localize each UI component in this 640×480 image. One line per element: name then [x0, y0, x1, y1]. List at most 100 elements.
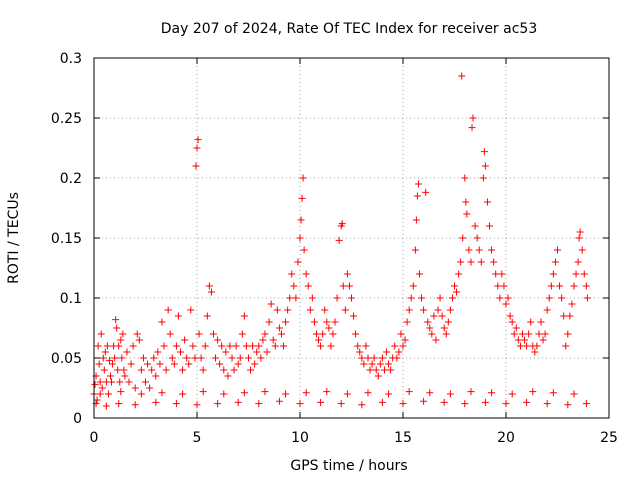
data-point — [205, 282, 213, 290]
data-point — [446, 306, 454, 314]
data-point — [535, 330, 543, 338]
data-point — [432, 336, 440, 344]
data-point — [286, 294, 294, 302]
data-point — [164, 306, 172, 314]
data-point — [209, 330, 217, 338]
data-point — [523, 342, 531, 350]
data-point — [203, 312, 211, 320]
data-point — [199, 366, 207, 374]
data-point — [300, 246, 308, 254]
data-point — [119, 330, 127, 338]
data-point — [508, 390, 516, 398]
data-point — [564, 401, 572, 409]
data-point — [302, 270, 310, 278]
data-point — [467, 388, 475, 396]
data-point — [335, 236, 343, 244]
data-point — [218, 342, 226, 350]
data-point — [212, 354, 220, 362]
data-point — [253, 348, 261, 356]
data-point — [481, 162, 489, 170]
y-tick-label: 0.15 — [51, 231, 82, 247]
data-point — [292, 294, 300, 302]
data-point — [115, 342, 123, 350]
data-point — [277, 330, 285, 338]
data-point — [370, 354, 378, 362]
data-point — [247, 366, 255, 374]
data-point — [308, 294, 316, 302]
data-point — [378, 398, 386, 406]
data-point — [345, 282, 353, 290]
data-point — [566, 312, 574, 320]
data-point — [129, 342, 137, 350]
data-point — [297, 216, 305, 224]
data-point — [426, 324, 434, 332]
data-point — [139, 354, 147, 362]
data-point — [265, 318, 273, 326]
data-point — [321, 306, 329, 314]
data-point — [575, 234, 583, 242]
data-point — [475, 246, 483, 254]
data-point — [263, 348, 271, 356]
data-point — [152, 372, 160, 380]
data-point — [191, 354, 199, 362]
data-point — [568, 300, 576, 308]
y-tick-label: 0.05 — [51, 351, 82, 367]
data-point — [113, 324, 121, 332]
data-point — [502, 400, 510, 408]
data-point — [543, 306, 551, 314]
data-point — [459, 234, 467, 242]
data-point — [364, 354, 372, 362]
data-point — [154, 348, 162, 356]
data-point — [181, 336, 189, 344]
y-tick-label: 0.25 — [51, 111, 82, 127]
data-point — [512, 324, 520, 332]
data-point — [358, 354, 366, 362]
data-point — [529, 388, 537, 396]
data-point — [267, 300, 275, 308]
data-point — [103, 342, 111, 350]
data-point — [397, 330, 405, 338]
data-point — [214, 400, 222, 408]
data-point — [158, 389, 166, 397]
data-point — [234, 398, 242, 406]
data-point — [232, 342, 240, 350]
data-point — [348, 294, 355, 302]
data-point — [120, 366, 128, 374]
data-point — [325, 324, 333, 332]
data-point — [350, 312, 358, 320]
data-point — [275, 397, 283, 405]
data-point — [282, 390, 290, 398]
data-point — [172, 342, 180, 350]
data-point — [195, 330, 203, 338]
data-point — [426, 389, 434, 397]
data-point — [269, 336, 277, 344]
data-points — [90, 72, 591, 410]
data-point — [418, 294, 426, 302]
data-point — [189, 342, 197, 350]
data-point — [440, 398, 448, 406]
data-point — [582, 400, 590, 408]
y-tick-label: 0.1 — [60, 291, 82, 307]
data-point — [172, 400, 180, 408]
data-point — [543, 400, 551, 408]
data-point — [341, 306, 349, 314]
axis-ticks — [93, 57, 610, 419]
data-point — [294, 258, 302, 266]
data-point — [574, 258, 582, 266]
data-point — [298, 194, 306, 202]
data-point — [444, 318, 452, 326]
data-point — [323, 318, 331, 326]
data-point — [179, 366, 187, 374]
data-point — [405, 306, 413, 314]
data-point — [488, 389, 496, 397]
data-point — [98, 384, 106, 392]
data-point — [99, 354, 107, 362]
x-tick-label: 10 — [291, 430, 309, 446]
data-point — [177, 348, 185, 356]
data-point — [174, 312, 182, 320]
data-point — [133, 330, 141, 338]
data-point — [374, 372, 382, 380]
data-point — [101, 348, 109, 356]
data-point — [146, 384, 154, 392]
